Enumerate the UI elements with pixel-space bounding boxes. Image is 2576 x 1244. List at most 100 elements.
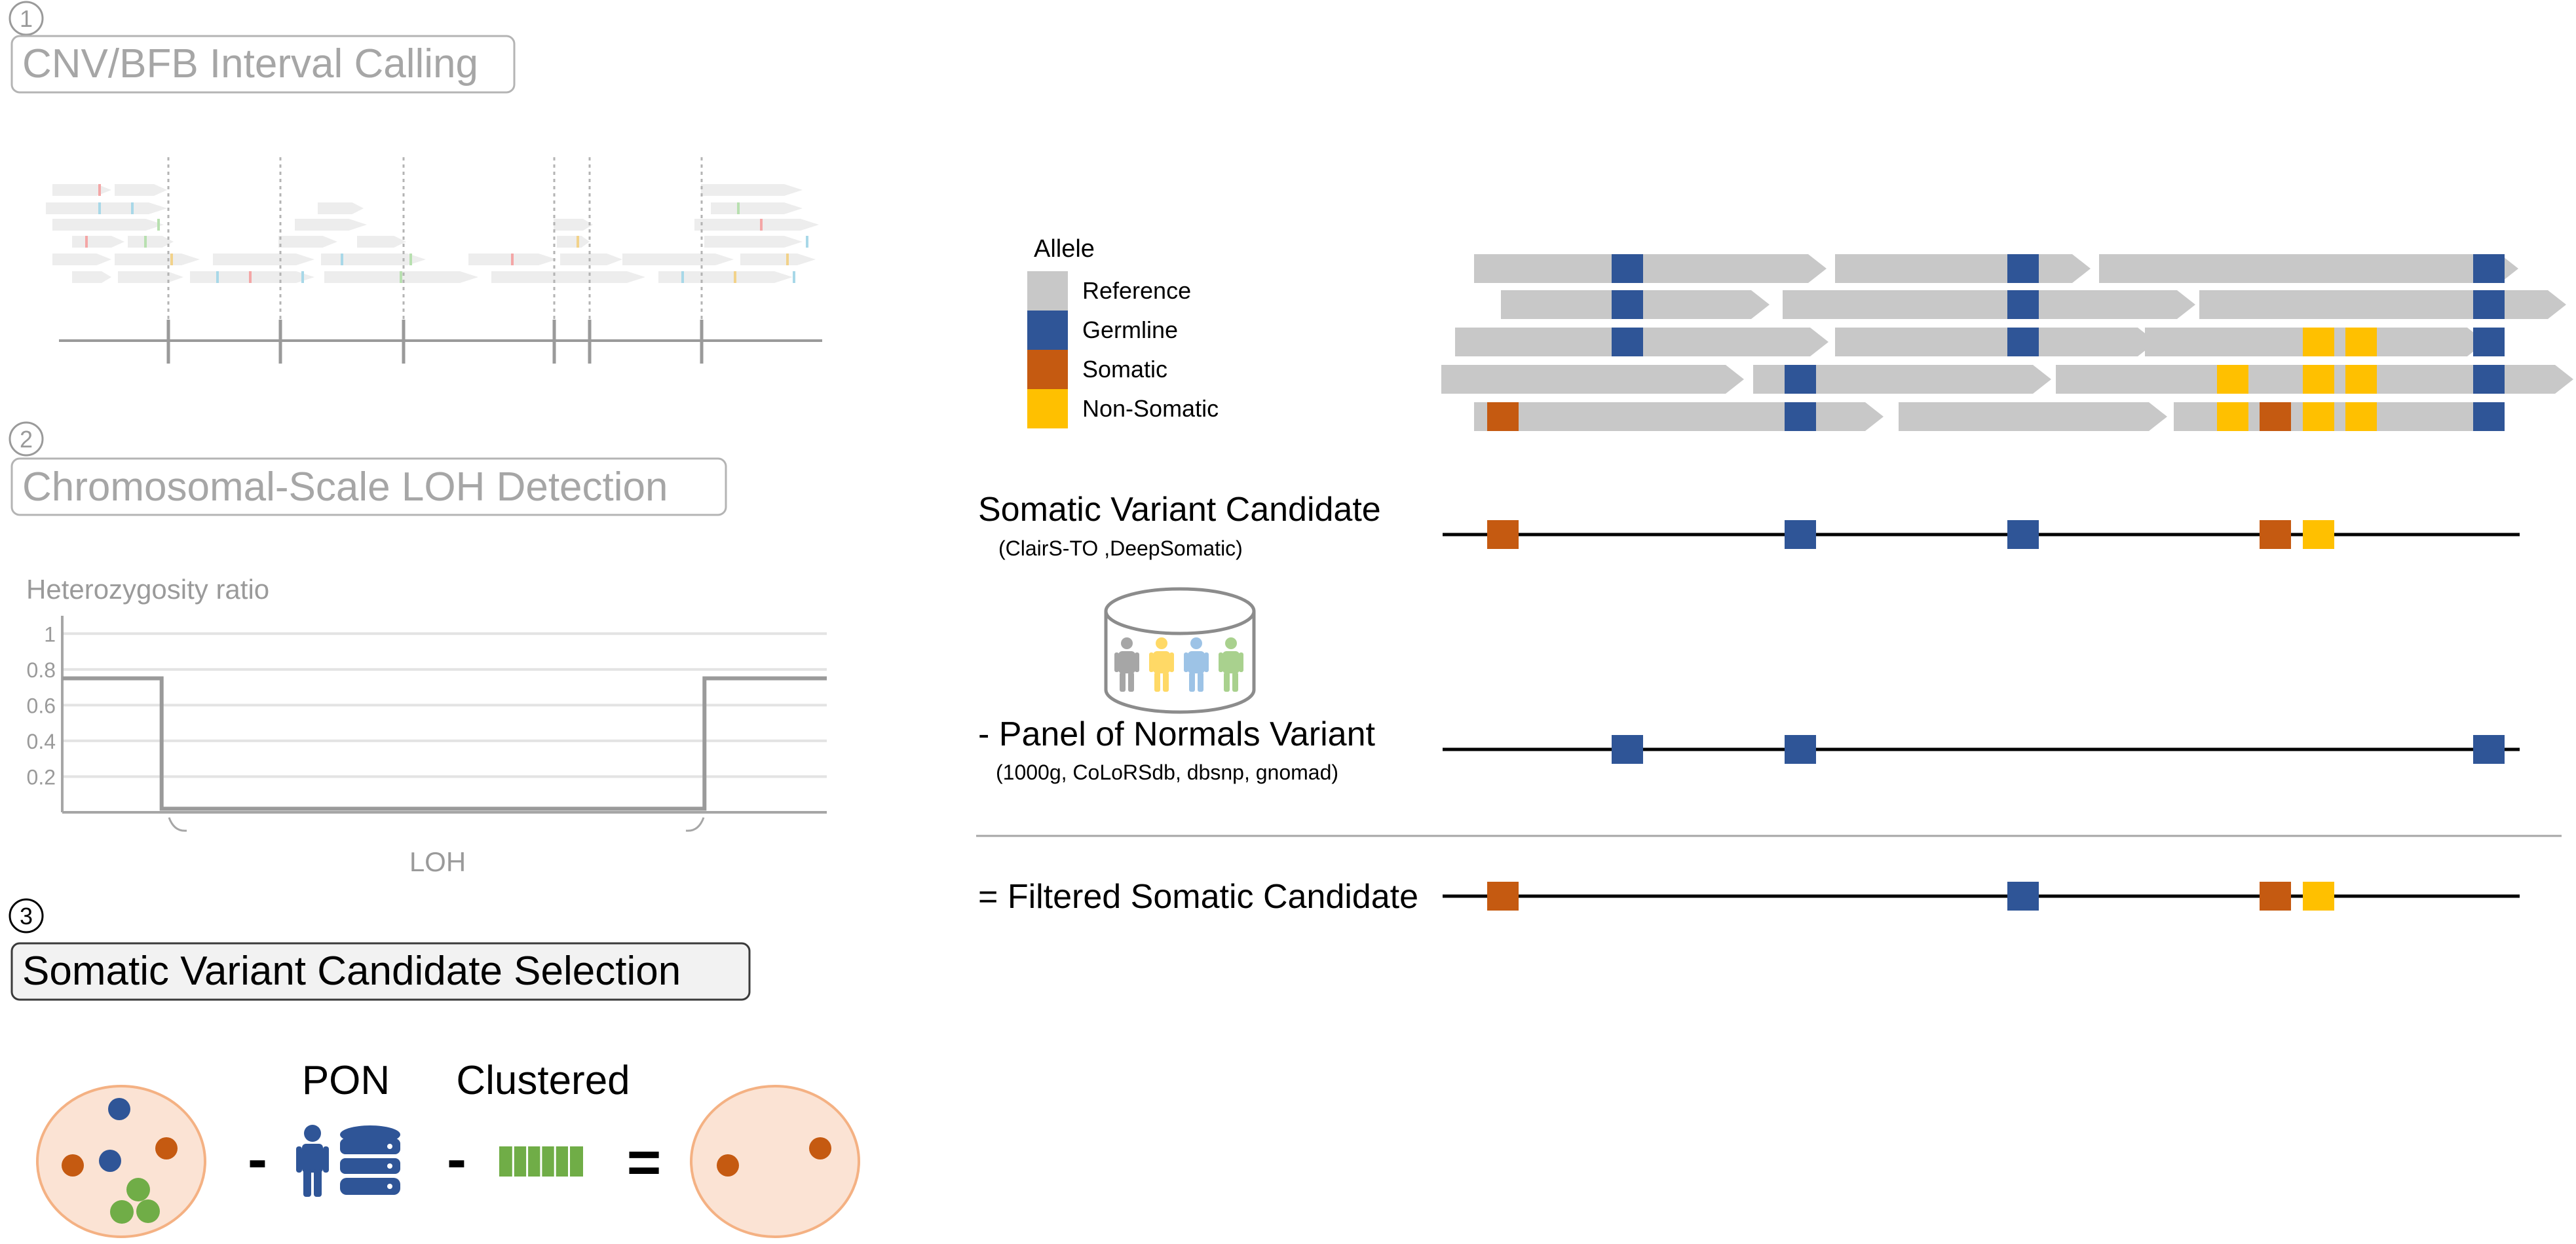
step1-title-box bbox=[10, 35, 516, 94]
loh-tick-label: 0.2 bbox=[27, 765, 56, 789]
step1-breakpoints bbox=[166, 157, 704, 364]
loh-tick-label: 1 bbox=[44, 622, 56, 646]
pileup-variant-tick bbox=[511, 254, 514, 265]
pileup-variant-tick bbox=[249, 271, 252, 283]
somatic-marker bbox=[1487, 882, 1519, 911]
germline-marker bbox=[2007, 520, 2039, 549]
read-segment bbox=[557, 236, 590, 248]
germline-allele-marker bbox=[2007, 254, 2039, 283]
non-somatic-marker bbox=[2303, 520, 2334, 549]
step3-number-circle bbox=[9, 898, 44, 933]
germline-allele-marker bbox=[2473, 254, 2505, 283]
read-segment bbox=[88, 202, 167, 214]
step2-section: 2 Chromosomal-Scale LOH Detection Hetero… bbox=[9, 421, 827, 877]
loh-tick-label: 0.4 bbox=[27, 730, 56, 753]
pon-track-subtitle: (1000g, CoLoRSdb, dbsnp, gnomad) bbox=[996, 761, 1338, 784]
filtered-track-title: = Filtered Somatic Candidate bbox=[978, 878, 1418, 916]
read-segment bbox=[622, 254, 734, 265]
panel-of-normals-track: - Panel of Normals Variant (1000g, CoLoR… bbox=[978, 715, 2520, 784]
non-somatic-allele-marker bbox=[2217, 365, 2248, 394]
non-somatic-allele-marker bbox=[2303, 328, 2334, 356]
germline-marker bbox=[2473, 735, 2505, 764]
step1-number: 1 bbox=[20, 5, 33, 32]
read-segment bbox=[694, 219, 819, 231]
read-segment bbox=[278, 236, 337, 248]
pileup-variant-tick bbox=[734, 271, 736, 283]
filtered-cell bbox=[690, 1085, 860, 1238]
pileup-variant-tick bbox=[131, 202, 134, 214]
read-segment bbox=[52, 184, 111, 196]
loh-tick-labels: 1 0.8 0.6 0.4 0.2 bbox=[27, 622, 56, 789]
non-somatic-allele-marker bbox=[2217, 402, 2248, 431]
non-somatic-allele-marker bbox=[2303, 365, 2334, 394]
pileup-variant-tick bbox=[577, 236, 579, 248]
read-segment bbox=[321, 254, 426, 265]
pileup-variant-tick bbox=[144, 236, 147, 248]
germline-allele-marker bbox=[2473, 365, 2505, 394]
step1-section: 1 CNV/BFB Interval Calling bbox=[9, 1, 822, 364]
read-segment bbox=[190, 271, 314, 283]
loh-bracket-right bbox=[685, 817, 705, 832]
step1-read-pileup bbox=[46, 184, 819, 283]
loh-tick-label: 0.8 bbox=[27, 658, 56, 682]
read-segment bbox=[318, 202, 364, 214]
germline-allele-marker bbox=[1612, 254, 1643, 283]
loh-gridlines bbox=[62, 632, 827, 778]
germline-allele-marker bbox=[2007, 290, 2039, 319]
loh-ratio-line bbox=[62, 676, 827, 811]
filtered-candidate-track: = Filtered Somatic Candidate bbox=[978, 878, 2520, 916]
non-somatic-allele-marker bbox=[2345, 365, 2377, 394]
clustered-dot bbox=[110, 1200, 134, 1224]
clustered-label: Clustered bbox=[456, 1058, 630, 1103]
read-alignments bbox=[1441, 254, 2573, 431]
database-icon bbox=[340, 1125, 400, 1195]
non-somatic-marker bbox=[2303, 882, 2334, 911]
panel-of-normals-database-icon bbox=[1104, 587, 1256, 714]
read-segment bbox=[2199, 290, 2566, 319]
minus-sign-2: - bbox=[447, 1127, 466, 1192]
read-segment bbox=[711, 202, 803, 214]
germline-dot bbox=[99, 1150, 121, 1172]
read-segment bbox=[1441, 365, 1744, 394]
database-cylinder-top bbox=[1104, 587, 1256, 635]
somatic-dot bbox=[809, 1137, 831, 1159]
germline-marker bbox=[2007, 882, 2039, 911]
read-segment bbox=[72, 236, 124, 248]
legend-label-germline: Germline bbox=[1082, 316, 1178, 343]
read-segment bbox=[2099, 254, 2518, 283]
read-segment bbox=[1835, 328, 2156, 356]
loh-tick-label: 0.6 bbox=[27, 694, 56, 717]
read-segment bbox=[1835, 254, 2091, 283]
pileup-variant-tick bbox=[760, 219, 763, 231]
read-segment bbox=[52, 254, 111, 265]
pileup-variant-tick bbox=[157, 219, 160, 231]
germline-marker bbox=[1612, 735, 1643, 764]
read-segment bbox=[1899, 402, 2167, 431]
somatic-marker bbox=[1487, 520, 1519, 549]
person-icon bbox=[296, 1125, 329, 1197]
pileup-variant-tick bbox=[301, 271, 304, 283]
read-segment bbox=[295, 219, 367, 231]
somatic-marker bbox=[2260, 520, 2291, 549]
germline-allele-marker bbox=[1785, 402, 1816, 431]
germline-marker bbox=[1785, 735, 1816, 764]
somatic-allele-marker bbox=[2260, 402, 2291, 431]
germline-allele-marker bbox=[2473, 402, 2505, 431]
legend-label-non-somatic: Non-Somatic bbox=[1082, 395, 1219, 422]
germline-allele-marker bbox=[2473, 328, 2505, 356]
candidate-cell bbox=[36, 1085, 206, 1238]
somatic-dot bbox=[62, 1154, 84, 1177]
database-cylinder bbox=[1104, 611, 1256, 714]
read-segment bbox=[554, 219, 593, 231]
pileup-variant-tick bbox=[216, 271, 219, 283]
pon-track-title: - Panel of Normals Variant bbox=[978, 715, 1376, 753]
pileup-variant-tick bbox=[737, 202, 740, 214]
read-segment bbox=[740, 254, 816, 265]
equals-sign: = bbox=[627, 1130, 662, 1196]
germline-allele-marker bbox=[2473, 290, 2505, 319]
somatic-candidate-title: Somatic Variant Candidate bbox=[978, 491, 1381, 529]
pileup-variant-tick bbox=[170, 254, 173, 265]
legend-swatch-non-somatic bbox=[1027, 389, 1068, 428]
legend-label-somatic: Somatic bbox=[1082, 356, 1167, 383]
pon-label: PON bbox=[302, 1058, 390, 1103]
